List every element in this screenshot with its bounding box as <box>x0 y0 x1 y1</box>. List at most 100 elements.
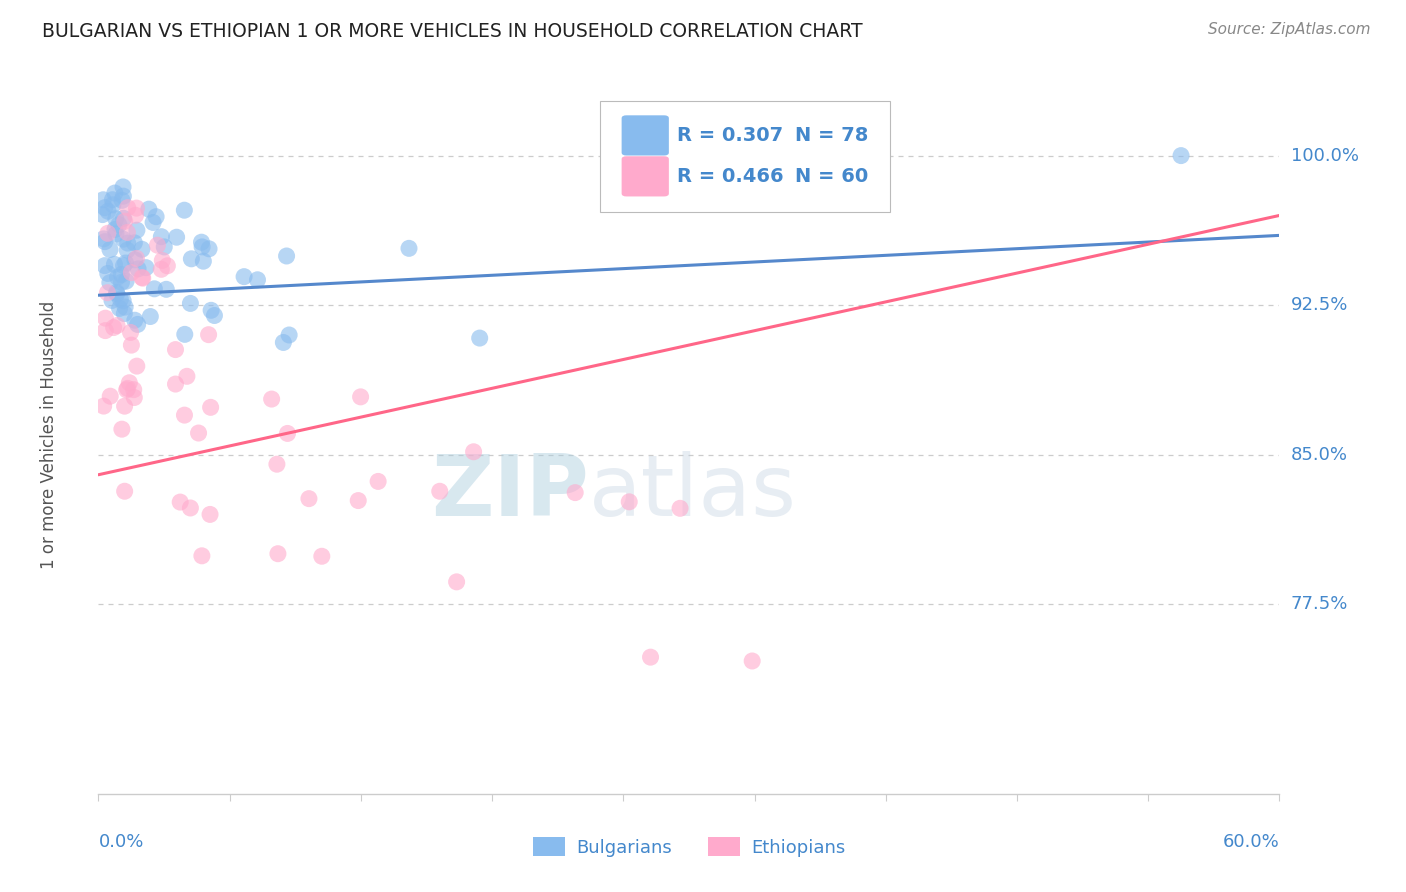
Point <box>135 260 157 275</box>
Point <box>155 282 177 296</box>
Point <box>191 549 214 563</box>
Point <box>125 223 148 237</box>
Text: atlas: atlas <box>589 450 797 533</box>
Point <box>125 252 148 266</box>
Point <box>120 338 142 352</box>
Text: R = 0.466: R = 0.466 <box>678 167 783 186</box>
Point <box>145 210 167 224</box>
Point <box>96 285 118 300</box>
Point <box>150 253 173 268</box>
Point <box>193 254 215 268</box>
Point <box>273 335 295 350</box>
Point <box>117 226 139 240</box>
Point <box>180 252 202 266</box>
Point <box>311 549 333 564</box>
Point <box>104 211 127 226</box>
Point <box>143 282 166 296</box>
Point <box>741 654 763 668</box>
Point <box>1170 148 1192 162</box>
Point <box>111 194 134 208</box>
Point <box>298 491 321 506</box>
Point <box>166 230 188 244</box>
Point <box>97 204 120 219</box>
Point <box>97 227 120 241</box>
Point <box>98 243 121 257</box>
Point <box>233 269 256 284</box>
Point <box>112 293 135 308</box>
Text: 100.0%: 100.0% <box>1291 146 1358 165</box>
Point <box>198 242 221 256</box>
Text: 92.5%: 92.5% <box>1291 296 1348 314</box>
Point <box>103 320 125 334</box>
Point <box>110 293 132 307</box>
Point <box>115 274 138 288</box>
Point <box>200 401 222 415</box>
Point <box>94 311 117 326</box>
Point <box>110 268 132 282</box>
Point <box>131 242 153 256</box>
FancyBboxPatch shape <box>621 115 669 155</box>
Text: N = 60: N = 60 <box>796 167 869 186</box>
Point <box>246 273 269 287</box>
Legend: Bulgarians, Ethiopians: Bulgarians, Ethiopians <box>526 830 852 863</box>
Point <box>105 285 128 300</box>
Point <box>150 262 173 277</box>
FancyBboxPatch shape <box>600 101 890 212</box>
Point <box>173 408 195 422</box>
Point <box>93 232 115 246</box>
FancyBboxPatch shape <box>621 156 669 196</box>
Point <box>190 235 212 250</box>
Point <box>104 222 127 236</box>
Point <box>114 300 136 314</box>
Point <box>110 276 132 290</box>
Text: N = 78: N = 78 <box>796 126 869 145</box>
Point <box>276 249 298 263</box>
Point <box>112 180 135 194</box>
Point <box>179 500 201 515</box>
Point <box>105 318 128 333</box>
Point <box>349 390 371 404</box>
Point <box>112 211 135 226</box>
Point <box>367 475 389 489</box>
Point <box>260 392 283 406</box>
Point <box>117 236 139 251</box>
Point <box>104 227 127 241</box>
Point <box>104 186 127 200</box>
Point <box>94 235 117 249</box>
Point <box>187 425 209 440</box>
Point <box>112 189 135 203</box>
Point <box>142 215 165 229</box>
Point <box>94 324 117 338</box>
Point <box>139 310 162 324</box>
Point <box>112 259 135 273</box>
Point <box>127 318 149 332</box>
Text: 60.0%: 60.0% <box>1223 833 1279 851</box>
Point <box>94 201 117 215</box>
Text: 1 or more Vehicles in Household: 1 or more Vehicles in Household <box>39 301 58 569</box>
Point <box>173 203 195 218</box>
Point <box>398 241 420 255</box>
Point <box>112 306 135 320</box>
Point <box>176 369 198 384</box>
Point <box>446 574 468 589</box>
Point <box>105 286 128 301</box>
Point <box>198 508 221 522</box>
Point <box>103 257 125 271</box>
Point <box>114 484 136 499</box>
Point <box>117 381 139 395</box>
Text: 85.0%: 85.0% <box>1291 446 1347 464</box>
Point <box>165 343 187 357</box>
Point <box>124 208 146 222</box>
Point <box>114 399 136 413</box>
Point <box>115 383 138 397</box>
Point <box>124 252 146 267</box>
Point <box>191 240 214 254</box>
Point <box>107 270 129 285</box>
Point <box>429 484 451 499</box>
Point <box>173 327 195 342</box>
Point <box>112 232 135 246</box>
Point <box>91 193 114 207</box>
Point <box>146 238 169 252</box>
Point <box>124 235 146 250</box>
Point <box>94 259 117 273</box>
